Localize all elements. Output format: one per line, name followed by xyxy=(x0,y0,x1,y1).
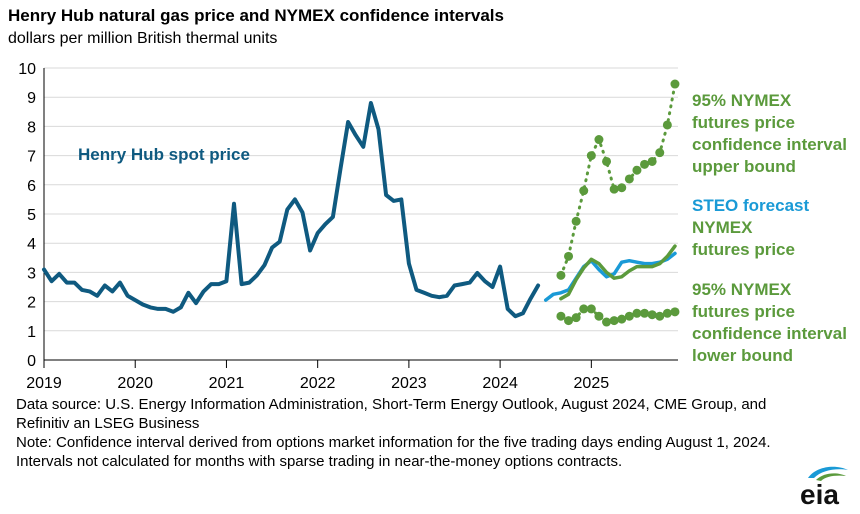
y-axis: 0 1 2 3 4 5 6 7 8 9 10 xyxy=(18,61,45,370)
data-point xyxy=(655,311,665,321)
chart-title: Henry Hub natural gas price and NYMEX co… xyxy=(8,6,504,25)
chart-subtitle: dollars per million British thermal unit… xyxy=(8,30,278,47)
data-point xyxy=(564,316,574,326)
grid-lines xyxy=(44,67,678,332)
data-point xyxy=(609,184,619,194)
spot-series-line xyxy=(42,101,541,319)
data-point xyxy=(564,251,574,261)
series-label: NYMEX futures price xyxy=(692,218,795,259)
data-point xyxy=(602,156,612,166)
data-point xyxy=(640,159,650,169)
data-point xyxy=(624,311,634,321)
series-label-line: 95% NYMEX xyxy=(692,91,792,110)
data-point xyxy=(556,270,566,280)
y-tick-label: 1 xyxy=(27,324,36,341)
series-label-line: futures price xyxy=(692,302,795,321)
series-label: 95% NYMEX futures price confidence interva… xyxy=(692,280,847,365)
eia-logo-icon: eia xyxy=(800,466,848,508)
data-point xyxy=(617,314,627,324)
series-label-line: lower bound xyxy=(692,346,793,365)
series-labels: Henry Hub spot price 95% NYMEX futures pri… xyxy=(78,91,847,365)
series-lines xyxy=(42,79,680,327)
series-label-line: STEO forecast xyxy=(692,196,809,215)
data-point xyxy=(579,186,589,196)
data-point xyxy=(556,311,566,321)
y-tick-label: 5 xyxy=(27,207,36,224)
y-tick-label: 3 xyxy=(27,265,36,282)
data-point xyxy=(640,308,650,318)
data-point xyxy=(594,311,604,321)
x-tick-label: 2022 xyxy=(300,375,336,392)
series-label-line: upper bound xyxy=(692,157,796,176)
nymex-series-line xyxy=(559,244,677,301)
data-point xyxy=(662,120,672,130)
footer-notes: Data source: U.S. Energy Information Adm… xyxy=(16,395,786,471)
data-point xyxy=(662,308,672,318)
series-label: 95% NYMEX futures price confidence interva… xyxy=(692,91,847,176)
logo-swoosh-outer xyxy=(808,466,848,478)
nymex-series-dotted-line xyxy=(559,82,677,277)
x-tick-label: 2021 xyxy=(209,375,245,392)
series-label: STEO forecast xyxy=(692,196,809,215)
y-tick-label: 7 xyxy=(27,149,36,166)
x-tick-label: 2023 xyxy=(391,375,427,392)
y-tick-label: 8 xyxy=(27,119,36,136)
series-label-line: 95% NYMEX xyxy=(692,280,792,299)
data-point xyxy=(594,135,604,145)
data-point xyxy=(579,304,589,314)
data-point xyxy=(586,151,596,161)
data-point xyxy=(609,316,619,326)
series-label-line: futures price xyxy=(692,240,795,259)
y-tick-label: 9 xyxy=(27,90,36,107)
data-source-note: Data source: U.S. Energy Information Adm… xyxy=(16,396,767,432)
y-tick-label: 10 xyxy=(18,61,36,78)
data-point xyxy=(617,183,627,193)
data-point xyxy=(602,317,612,327)
data-point xyxy=(647,310,657,320)
x-tick-label: 2019 xyxy=(26,375,62,392)
logo-text: eia xyxy=(800,479,839,508)
data-point xyxy=(647,156,657,166)
series-label-line: NYMEX xyxy=(692,218,753,237)
data-point xyxy=(632,308,642,318)
data-point xyxy=(624,174,634,184)
x-axis: 2019 2020 2021 2022 2023 2024 2025 xyxy=(26,359,678,392)
y-tick-label: 6 xyxy=(27,178,36,195)
data-point xyxy=(571,216,581,226)
y-tick-label: 2 xyxy=(27,295,36,312)
x-tick-label: 2024 xyxy=(482,375,518,392)
series-label: Henry Hub spot price xyxy=(78,145,250,164)
data-point xyxy=(655,148,665,158)
series-label-line: confidence interval xyxy=(692,135,847,154)
data-point xyxy=(632,165,642,175)
x-tick-label: 2020 xyxy=(117,375,153,392)
series-label-line: futures price xyxy=(692,113,795,132)
methodology-note: Note: Confidence interval derived from o… xyxy=(16,434,771,470)
data-point xyxy=(586,304,596,314)
series-label-line: Henry Hub spot price xyxy=(78,145,250,164)
y-tick-label: 4 xyxy=(27,236,36,253)
logo-swoosh-inner xyxy=(816,473,846,481)
data-point xyxy=(571,313,581,323)
data-point xyxy=(670,307,680,317)
series-label-line: confidence interval xyxy=(692,324,847,343)
data-point xyxy=(670,79,680,89)
y-tick-label: 0 xyxy=(27,353,36,370)
x-tick-label: 2025 xyxy=(574,375,610,392)
